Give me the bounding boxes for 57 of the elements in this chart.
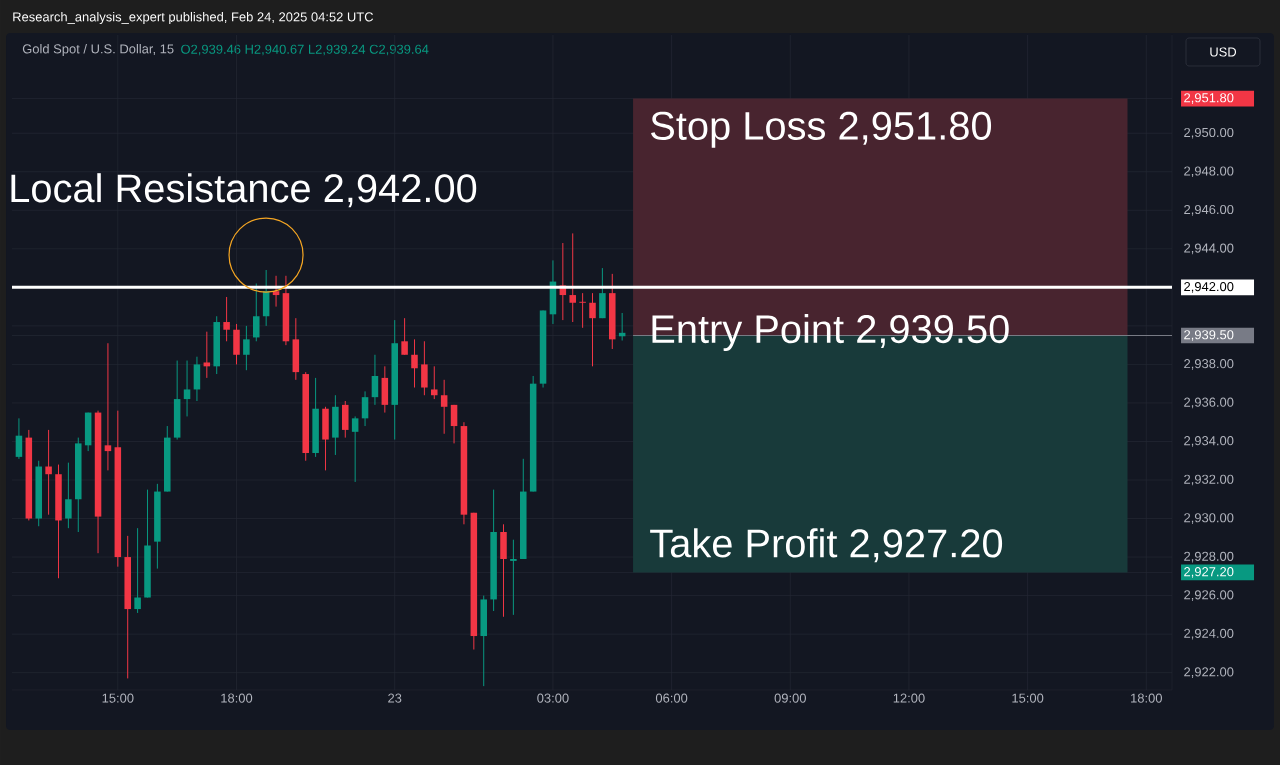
candlestick <box>15 417 23 460</box>
x-tick-label: 23 <box>388 693 402 703</box>
y-tick-label: 2,926.00 <box>1184 590 1234 601</box>
candlestick <box>450 404 458 444</box>
y-tick-label: 2,944.00 <box>1184 243 1234 255</box>
x-tick-label: 15:00 <box>102 693 134 703</box>
candlestick <box>45 429 52 516</box>
y-tick-label: 2,922.00 <box>1184 667 1234 678</box>
candlestick <box>401 317 408 356</box>
candlestick <box>243 325 250 371</box>
ref-line-label: Local Resistance 2,942.00 <box>11 173 477 208</box>
candlestick <box>440 379 448 435</box>
band-label: Stop Loss 2,951.80 <box>651 111 992 148</box>
candlestick <box>351 415 359 483</box>
y-tick-label: 2,942.00 <box>1184 282 1234 293</box>
candlestick <box>65 462 72 529</box>
y-tick-label: 2,934.00 <box>1184 436 1234 447</box>
y-tick-label: 2,948.00 <box>1184 166 1234 178</box>
y-tick-label: 2,939.50 <box>1184 330 1234 341</box>
x-tick-label: 12:00 <box>893 693 925 703</box>
candlestick <box>411 338 418 389</box>
y-tick-label: 2,930.00 <box>1184 513 1234 524</box>
y-tick-label: 2,932.00 <box>1184 474 1234 486</box>
candlestick <box>223 296 230 342</box>
x-tick-label: 06:00 <box>655 693 688 703</box>
candlestick <box>589 292 596 367</box>
x-tick-label: 18:00 <box>221 693 253 703</box>
candlestick <box>569 232 576 323</box>
x-tick-label: 03:00 <box>537 693 569 703</box>
candlestick <box>134 527 141 614</box>
text: Gold Spot / U.S. Dollar, 15 <box>22 43 174 57</box>
y-tick-label: 2,927.20 <box>1184 567 1234 578</box>
candlestick <box>361 390 369 427</box>
candlestick <box>203 331 211 379</box>
candlestick <box>421 340 428 396</box>
y-tick-label: 2,928.00 <box>1184 551 1234 563</box>
y-tick-label: 2,936.00 <box>1184 397 1234 409</box>
candlestick <box>371 354 379 406</box>
y-tick-label: 2,946.00 <box>1184 204 1234 216</box>
candlestick <box>104 342 112 471</box>
annotation: O2,939.46 H2,940.67 L2,939.24 C2,939.64 <box>181 44 429 56</box>
candlestick <box>253 283 260 342</box>
chart-title: Research_analysis_expert published, Feb 24, 2025 04:52 UTC <box>13 11 374 25</box>
x-tick-label: 09:00 <box>774 693 806 703</box>
y-tick-label: 2,938.00 <box>1184 359 1234 370</box>
candlestick <box>510 539 517 616</box>
x-tick-label: 18:00 <box>1131 693 1162 703</box>
y-tick-label: 2,950.00 <box>1184 127 1234 139</box>
y-tick-label: 2,951.80 <box>1184 93 1234 104</box>
candlestick <box>183 360 191 417</box>
candlestick <box>431 365 438 400</box>
x-tick-label: 15:00 <box>1012 693 1044 703</box>
band-label: Take Profit 2,927.20 <box>650 528 1003 563</box>
y-axis-title: USD <box>1210 47 1237 57</box>
candlestick <box>579 292 586 329</box>
y-tick-label: 2,924.00 <box>1184 628 1234 640</box>
ref-line-label: Entry Point 2,939.50 <box>652 313 1009 352</box>
